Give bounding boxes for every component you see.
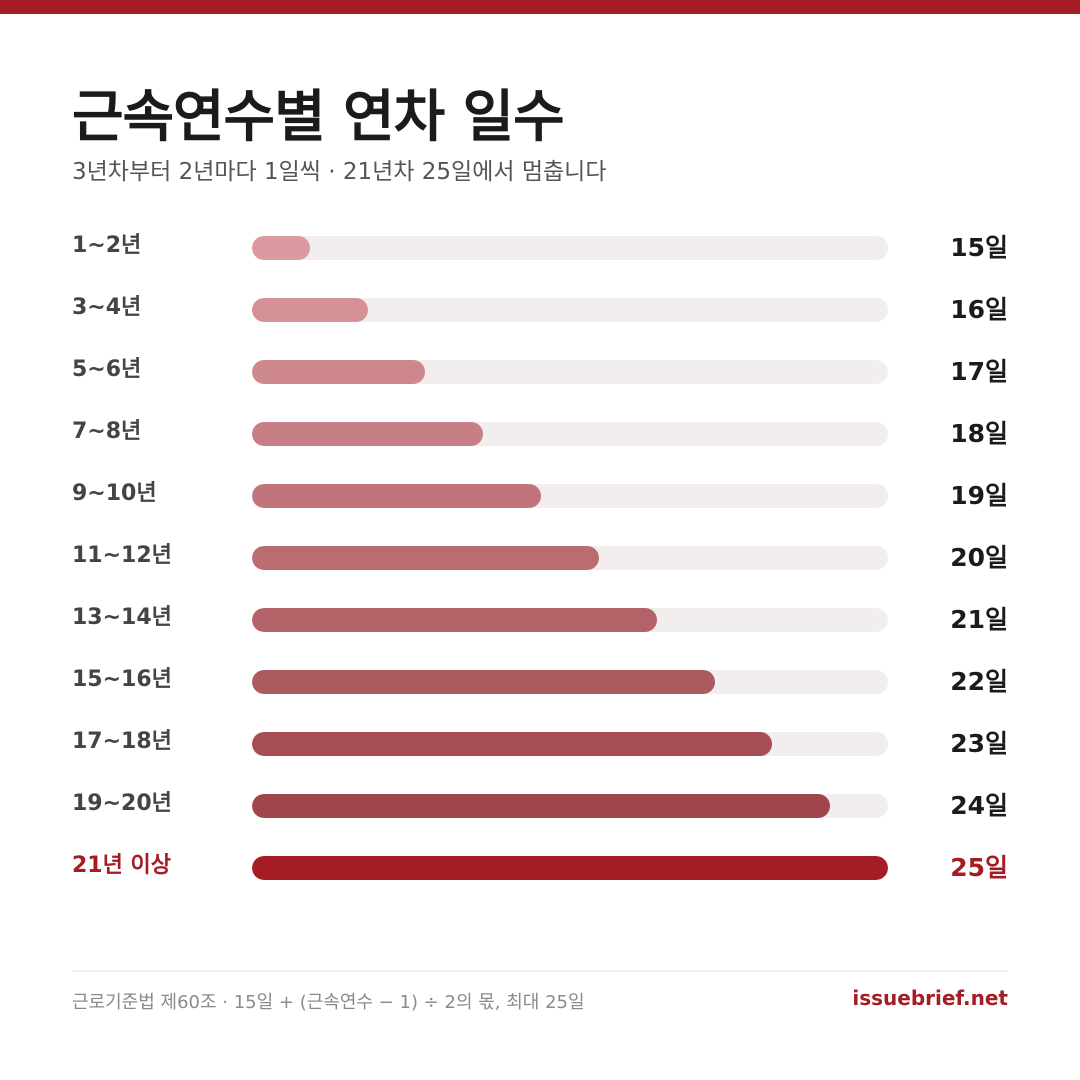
- bar-value-label: 23일: [950, 729, 1008, 758]
- bar-label: 11~12년: [72, 543, 172, 568]
- bar-value-label: 16일: [950, 295, 1008, 324]
- bar-track: [252, 546, 888, 570]
- bar-label: 15~16년: [72, 667, 172, 692]
- bar: [252, 546, 599, 570]
- bar-track: [252, 732, 888, 756]
- bar-track: [252, 422, 888, 446]
- bar: [252, 422, 483, 446]
- bar-value-label: 24일: [950, 791, 1008, 820]
- bar-value-label: 25일: [950, 853, 1008, 882]
- bar-label: 13~14년: [72, 605, 172, 630]
- bar-value-label: 19일: [950, 481, 1008, 510]
- bar-value-label: 17일: [950, 357, 1008, 386]
- bar: [252, 670, 715, 694]
- bar-value-label: 18일: [950, 419, 1008, 448]
- bar-value-label: 21일: [950, 605, 1008, 634]
- bar-label: 17~18년: [72, 729, 172, 754]
- bar: [252, 484, 541, 508]
- bar: [252, 298, 368, 322]
- page-title: 근속연수별 연차 일수: [72, 85, 565, 150]
- footer-divider: [72, 970, 1008, 972]
- bar: [252, 608, 657, 632]
- top-accent-bar: [0, 0, 1080, 14]
- footer-note: 근로기준법 제60조 · 15일 + (근속연수 − 1) ÷ 2의 몫, 최대…: [72, 992, 585, 1013]
- bar: [252, 856, 888, 880]
- bar-track: [252, 360, 888, 384]
- bar-label: 3~4년: [72, 295, 142, 320]
- bar-label: 21년 이상: [72, 853, 171, 878]
- bar-value-label: 22일: [950, 667, 1008, 696]
- bar-label: 7~8년: [72, 419, 142, 444]
- brand-link[interactable]: issuebrief.net: [852, 986, 1008, 1010]
- bar-track: [252, 236, 888, 260]
- bar-track: [252, 608, 888, 632]
- bar-label: 19~20년: [72, 791, 172, 816]
- bar-track: [252, 794, 888, 818]
- bar: [252, 732, 772, 756]
- bar-label: 5~6년: [72, 357, 142, 382]
- bar-value-label: 15일: [950, 233, 1008, 262]
- bar-track: [252, 298, 888, 322]
- bar: [252, 236, 310, 260]
- bar: [252, 360, 425, 384]
- bar-track: [252, 670, 888, 694]
- bar-label: 1~2년: [72, 233, 142, 258]
- page-subtitle: 3년차부터 2년마다 1일씩 · 21년차 25일에서 멈춥니다: [72, 159, 607, 185]
- bar-label: 9~10년: [72, 481, 157, 506]
- bar: [252, 794, 830, 818]
- bar-track: [252, 856, 888, 880]
- bar-value-label: 20일: [950, 543, 1008, 572]
- bar-track: [252, 484, 888, 508]
